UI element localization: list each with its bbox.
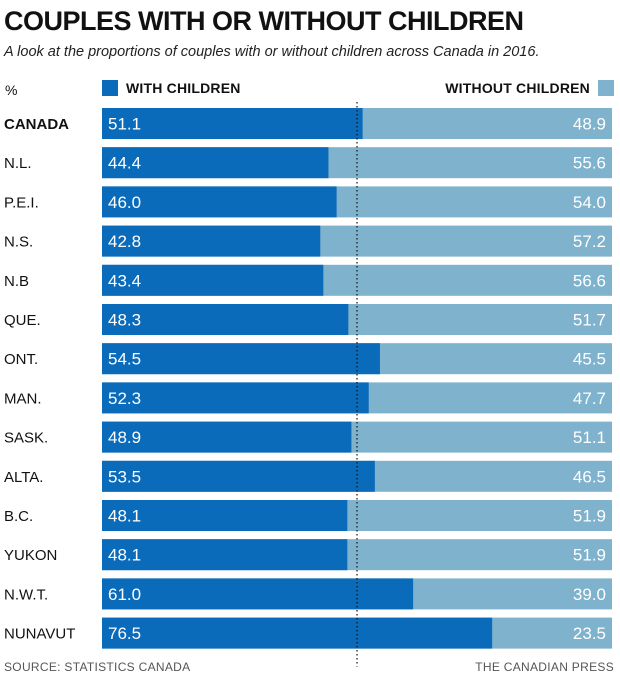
category-label-yukon: YUKON: [4, 547, 57, 564]
value-label-without-sask: 51.1: [573, 428, 606, 447]
value-label-without-alta: 46.5: [573, 467, 606, 486]
value-label-without-ont: 45.5: [573, 350, 606, 369]
category-label-ont: ONT.: [4, 351, 38, 368]
value-label-with-sask: 48.9: [108, 428, 141, 447]
value-label-without-yukon: 51.9: [573, 546, 606, 565]
legend-label-with: WITH CHILDREN: [126, 80, 241, 96]
category-label-canada: CANADA: [4, 116, 69, 133]
category-label-sask: SASK.: [4, 430, 48, 447]
category-label-man: MAN.: [4, 390, 42, 407]
value-label-without-n-w-t: 39.0: [573, 585, 606, 604]
value-label-with-canada: 51.1: [108, 115, 141, 134]
value-label-without-n-b: 56.6: [573, 271, 606, 290]
legend-item-with-children: WITH CHILDREN: [102, 80, 241, 96]
value-label-with-n-b: 43.4: [108, 271, 141, 290]
bar-with-man: [102, 382, 369, 414]
value-label-without-man: 47.7: [573, 389, 606, 408]
category-label-n-l: N.L.: [4, 155, 32, 172]
legend-swatch-with: [102, 80, 118, 96]
bar-with-n-w-t: [102, 578, 414, 610]
category-label-n-s: N.S.: [4, 234, 33, 251]
bar-with-que: [102, 304, 349, 335]
bar-with-n-l: [102, 147, 329, 179]
value-label-with-man: 52.3: [108, 389, 141, 408]
value-label-without-que: 51.7: [573, 311, 606, 330]
bar-with-n-b: [102, 264, 324, 296]
legend-swatch-without: [598, 80, 614, 96]
value-label-with-alta: 53.5: [108, 467, 141, 486]
category-label-p-e-i: P.E.I.: [4, 194, 39, 211]
bar-with-ont: [102, 343, 380, 375]
category-label-nunavut: NUNAVUT: [4, 626, 75, 643]
bar-with-sask: [102, 421, 352, 453]
legend-label-without: WITHOUT CHILDREN: [445, 80, 590, 96]
bar-with-b-c: [102, 500, 348, 531]
category-label-n-b: N.B: [4, 273, 29, 290]
source-note: SOURCE: STATISTICS CANADA: [4, 660, 191, 674]
bar-with-p-e-i: [102, 186, 337, 218]
legend-item-without-children: WITHOUT CHILDREN: [445, 80, 614, 96]
value-label-with-yukon: 48.1: [108, 546, 141, 565]
credit-note: THE CANADIAN PRESS: [475, 660, 614, 674]
bar-with-canada: [102, 108, 363, 139]
legend: % WITH CHILDREN WITHOUT CHILDREN: [0, 78, 620, 100]
value-label-with-que: 48.3: [108, 311, 141, 330]
category-label-alta: ALTA.: [4, 469, 43, 486]
value-label-without-b-c: 51.9: [573, 507, 606, 526]
value-label-with-n-s: 42.8: [108, 232, 141, 251]
value-label-without-p-e-i: 54.0: [573, 193, 606, 212]
bar-with-alta: [102, 460, 375, 492]
value-label-with-p-e-i: 46.0: [108, 193, 141, 212]
value-label-without-nunavut: 23.5: [573, 624, 606, 643]
category-label-n-w-t: N.W.T.: [4, 586, 48, 603]
value-label-with-n-w-t: 61.0: [108, 585, 141, 604]
chart-subtitle: A look at the proportions of couples wit…: [4, 44, 540, 60]
value-label-with-n-l: 44.4: [108, 154, 141, 173]
value-label-with-b-c: 48.1: [108, 507, 141, 526]
chart-title: COUPLES WITH OR WITHOUT CHILDREN: [4, 6, 524, 36]
bar-with-n-s: [102, 225, 321, 257]
value-label-with-nunavut: 76.5: [108, 624, 141, 643]
bar-with-yukon: [102, 539, 348, 571]
unit-label: %: [5, 82, 18, 98]
category-label-b-c: B.C.: [4, 508, 33, 525]
value-label-without-canada: 48.9: [573, 115, 606, 134]
value-label-without-n-s: 57.2: [573, 232, 606, 251]
value-label-with-ont: 54.5: [108, 350, 141, 369]
category-label-que: QUE.: [4, 312, 41, 329]
value-label-without-n-l: 55.6: [573, 154, 606, 173]
bar-with-nunavut: [102, 617, 493, 649]
